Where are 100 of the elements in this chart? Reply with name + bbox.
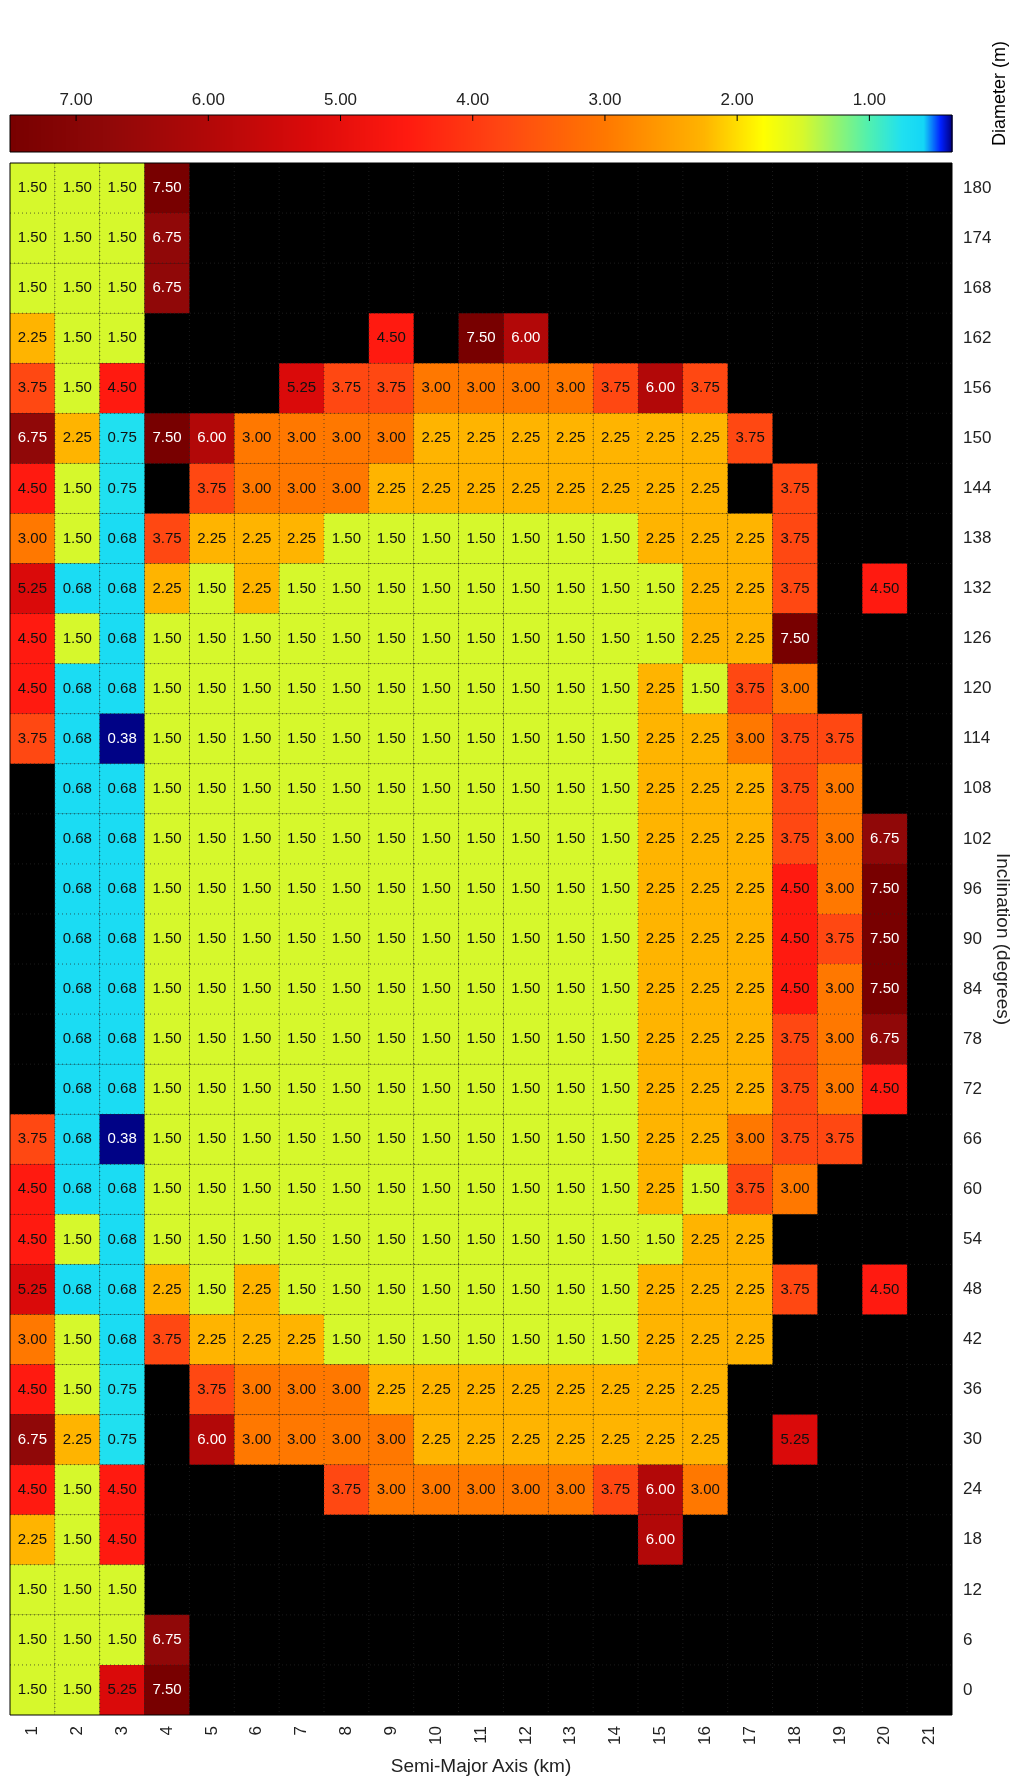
data-label: 6.00: [197, 1429, 227, 1447]
data-label: 3.75: [780, 528, 810, 546]
data-label: 0.68: [107, 829, 137, 847]
data-label: 5.25: [17, 1279, 48, 1297]
data-label: 1.50: [556, 678, 586, 696]
data-label: 0.68: [107, 929, 137, 947]
data-label: 1.50: [421, 678, 451, 696]
data-label: 2.25: [690, 728, 720, 746]
data-label: 2.25: [645, 1379, 676, 1397]
data-label: 1.50: [17, 1579, 48, 1597]
data-label: 4.50: [107, 1529, 137, 1547]
data-label: 1.50: [331, 929, 362, 947]
data-label: 3.00: [556, 378, 586, 396]
data-label: 0.68: [62, 1129, 92, 1147]
data-label: 1.50: [421, 1329, 451, 1347]
data-label: 3.75: [780, 778, 810, 796]
data-label: 1.50: [152, 778, 182, 796]
data-label: 1.50: [62, 1329, 92, 1347]
y-tick-label: 24: [963, 1479, 982, 1499]
data-label: 2.25: [645, 1129, 676, 1147]
data-label: 1.50: [556, 1279, 586, 1297]
data-label: 3.75: [825, 728, 855, 746]
data-label: 1.50: [197, 829, 227, 847]
data-label: 3.00: [286, 428, 317, 446]
data-label: 1.50: [62, 378, 92, 396]
data-label: 1.50: [511, 929, 541, 947]
data-label: 1.50: [242, 778, 272, 796]
data-label: 2.25: [645, 778, 676, 796]
data-label: 1.50: [600, 1129, 631, 1147]
data-label: 3.00: [242, 478, 272, 496]
data-label: 1.50: [511, 1329, 541, 1347]
data-label: 1.50: [511, 829, 541, 847]
data-label: 2.25: [645, 829, 676, 847]
data-label: 2.25: [735, 1279, 765, 1297]
y-tick-label: 168: [963, 277, 992, 297]
data-label: 1.50: [690, 1179, 720, 1197]
data-label: 0.68: [62, 678, 92, 696]
data-label: 3.75: [17, 378, 48, 396]
data-label: 7.50: [466, 328, 496, 346]
x-tick-label: 20: [874, 1726, 894, 1745]
data-label: 1.50: [511, 1129, 541, 1147]
data-label: 1.50: [376, 1079, 406, 1097]
data-label: 3.00: [376, 1479, 406, 1497]
data-label: 3.75: [331, 378, 362, 396]
data-label: 1.50: [556, 1029, 586, 1047]
data-label: 1.50: [331, 1079, 362, 1097]
data-label: 3.00: [825, 778, 855, 796]
data-label: 1.50: [242, 628, 272, 646]
data-label: 1.50: [286, 929, 317, 947]
data-label: 1.50: [600, 829, 631, 847]
data-label: 3.75: [735, 428, 765, 446]
data-label: 3.75: [780, 1279, 810, 1297]
x-tick-label: 2: [66, 1726, 86, 1736]
data-label: 3.75: [825, 1129, 855, 1147]
data-label: 0.68: [62, 1079, 92, 1097]
data-label: 0.68: [107, 1029, 137, 1047]
data-label: 3.00: [825, 879, 855, 897]
data-label: 1.50: [286, 1279, 317, 1297]
data-label: 1.50: [466, 678, 496, 696]
data-label: 1.50: [331, 879, 362, 897]
data-label: 4.50: [780, 979, 810, 997]
data-label: 0.68: [62, 578, 92, 596]
y-tick-label: 126: [963, 628, 992, 648]
y-tick-label: 54: [963, 1229, 982, 1249]
data-label: 0.68: [62, 879, 92, 897]
data-label: 4.50: [17, 628, 48, 646]
data-label: 1.50: [331, 979, 362, 997]
data-label: 2.25: [600, 1379, 631, 1397]
data-label: 1.50: [286, 628, 317, 646]
y-tick-label: 162: [963, 327, 992, 347]
data-label: 3.75: [735, 1179, 765, 1197]
data-label: 1.50: [197, 879, 227, 897]
data-label: 0.68: [62, 1029, 92, 1047]
data-label: 1.50: [511, 1179, 541, 1197]
data-label: 0.75: [107, 478, 137, 496]
data-label: 3.00: [286, 1379, 317, 1397]
data-label: 1.50: [107, 278, 137, 296]
data-label: 6.75: [152, 228, 182, 246]
data-label: 0.68: [62, 929, 92, 947]
data-label: 1.50: [62, 1229, 92, 1247]
data-label: 1.50: [511, 528, 541, 546]
data-label: 1.50: [331, 829, 362, 847]
data-label: 3.75: [780, 728, 810, 746]
data-label: 2.25: [690, 478, 720, 496]
data-label: 1.50: [197, 728, 227, 746]
data-label: 1.50: [421, 929, 451, 947]
x-tick-label: 9: [380, 1726, 400, 1736]
data-label: 3.00: [242, 1429, 272, 1447]
data-label: 1.50: [645, 578, 676, 596]
data-label: 1.50: [197, 778, 227, 796]
data-label: 3.75: [376, 378, 406, 396]
data-label: 1.50: [556, 929, 586, 947]
data-label: 2.25: [735, 578, 765, 596]
data-label: 3.75: [331, 1479, 362, 1497]
data-label: 1.50: [152, 1029, 182, 1047]
x-tick-label: 6: [246, 1726, 266, 1736]
data-label: 0.68: [107, 628, 137, 646]
data-label: 4.50: [870, 1079, 900, 1097]
data-label: 1.50: [556, 628, 586, 646]
data-label: 1.50: [466, 578, 496, 596]
